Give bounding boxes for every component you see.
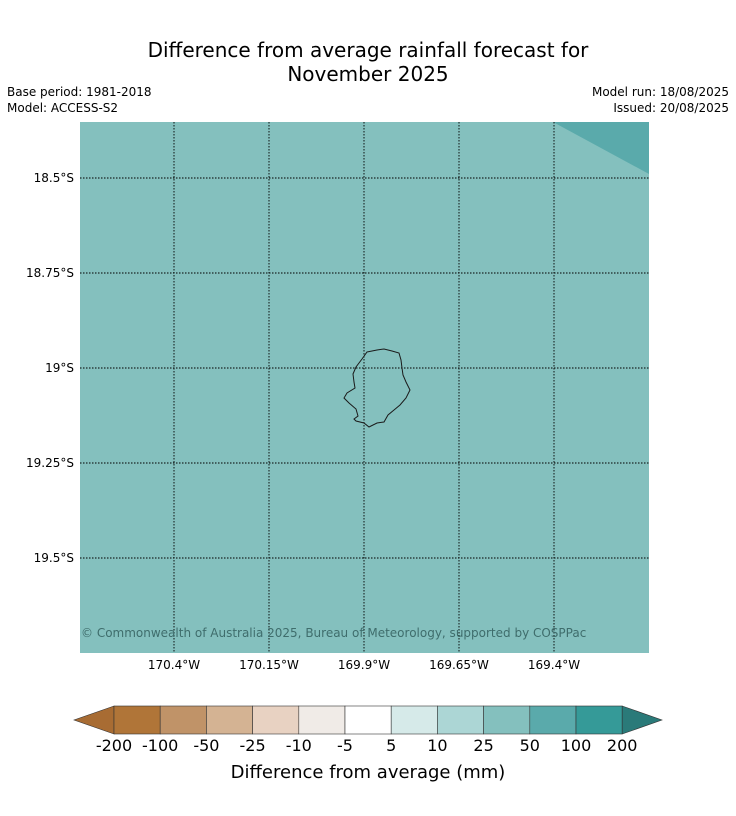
colorbar-segment bbox=[390, 705, 438, 735]
latitude-label: 19°S bbox=[45, 361, 74, 375]
colorbar-segment bbox=[113, 705, 161, 735]
latitude-label: 19.5°S bbox=[33, 551, 74, 565]
model-run-label: Model run: 18/08/2025 bbox=[591, 85, 729, 99]
map-corner-region bbox=[553, 122, 649, 174]
colorbar-segment bbox=[575, 705, 623, 735]
longitude-label: 169.4°W bbox=[527, 658, 581, 672]
meta-right: Model run: 18/08/2025 Issued: 20/08/2025 bbox=[592, 84, 729, 116]
longitude-label: 170.4°W bbox=[147, 658, 201, 672]
graticule bbox=[80, 122, 649, 653]
colorbar-tick-label: 25 bbox=[473, 736, 494, 755]
chart-title: Difference from average rainfall forecas… bbox=[0, 38, 736, 86]
colorbar-tick-label: -200 bbox=[95, 736, 133, 755]
map-background bbox=[80, 122, 649, 653]
issued-label: Issued: 20/08/2025 bbox=[613, 101, 729, 115]
latitude-label: 18.5°S bbox=[33, 171, 74, 185]
title-line-1: Difference from average rainfall forecas… bbox=[147, 38, 589, 62]
colorbar-tick-label: -5 bbox=[337, 736, 353, 755]
colorbar-extend-high bbox=[621, 705, 663, 735]
colorbar-segment bbox=[206, 705, 253, 735]
longitude-label: 169.65°W bbox=[429, 658, 489, 672]
colorbar-title: Difference from average (mm) bbox=[230, 762, 506, 783]
latitude-label: 18.75°S bbox=[26, 266, 74, 280]
island-outline bbox=[343, 348, 411, 428]
longitude-label: 170.15°W bbox=[239, 658, 299, 672]
colorbar-extend-low bbox=[73, 705, 115, 735]
model-label: Model: ACCESS-S2 bbox=[7, 101, 119, 115]
colorbar-segment bbox=[252, 705, 300, 735]
colorbar-tick-label: 100 bbox=[560, 736, 592, 755]
colorbar-segment bbox=[344, 705, 392, 735]
title-line-2: November 2025 bbox=[287, 62, 449, 86]
colorbar-segment bbox=[159, 705, 207, 735]
colorbar bbox=[73, 705, 663, 735]
colorbar-tick-label: -25 bbox=[239, 736, 266, 755]
colorbar-tick-label: -50 bbox=[193, 736, 220, 755]
colorbar-segment bbox=[529, 705, 577, 735]
colorbar-segment bbox=[437, 705, 484, 735]
colorbar-segment bbox=[298, 705, 346, 735]
latitude-label: 19.25°S bbox=[26, 456, 74, 470]
colorbar-tick-label: 200 bbox=[606, 736, 638, 755]
copyright-notice: © Commonwealth of Australia 2025, Bureau… bbox=[81, 626, 586, 640]
meta-left: Base period: 1981-2018 Model: ACCESS-S2 bbox=[7, 84, 152, 116]
base-period-label: Base period: 1981-2018 bbox=[7, 85, 152, 99]
colorbar-tick-label: 10 bbox=[427, 736, 448, 755]
longitude-label: 169.9°W bbox=[337, 658, 391, 672]
colorbar-tick-label: 5 bbox=[386, 736, 397, 755]
colorbar-segment bbox=[483, 705, 531, 735]
colorbar-tick-label: -10 bbox=[285, 736, 312, 755]
colorbar-tick-label: -100 bbox=[142, 736, 179, 755]
colorbar-tick-label: 50 bbox=[519, 736, 540, 755]
